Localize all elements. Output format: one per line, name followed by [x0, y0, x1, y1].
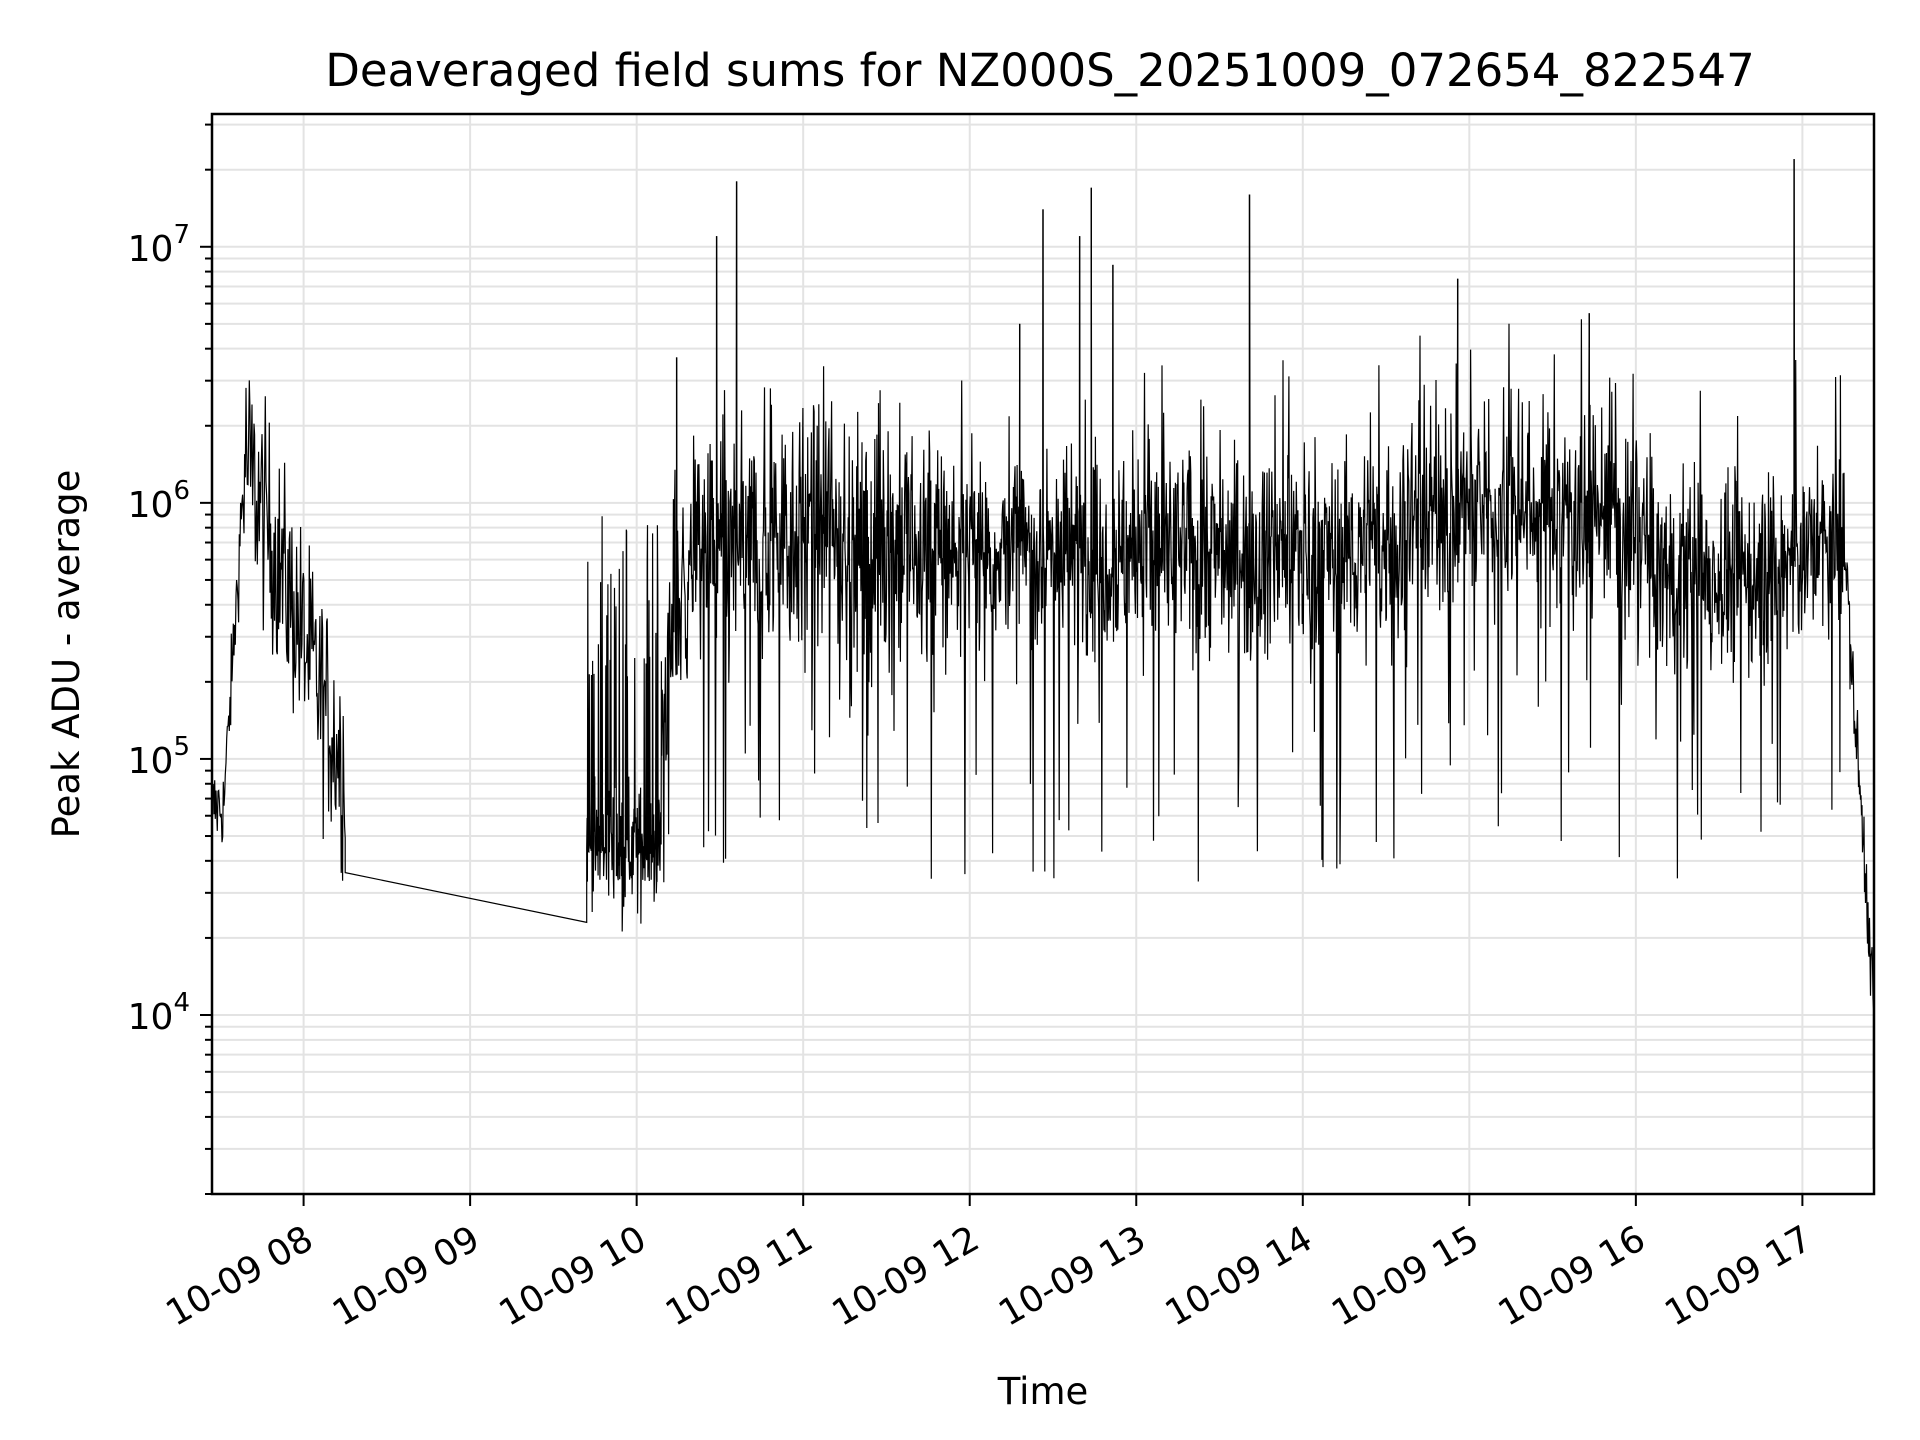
y-axis: 104 105 106 107 [128, 123, 212, 1195]
y-axis-label: Peak ADU - average [45, 470, 88, 839]
y-tick-label: 107 [128, 220, 190, 270]
x-axis-label: Time [997, 1370, 1089, 1413]
series-layer [211, 159, 1875, 1149]
y-tick-label: 104 [128, 988, 190, 1038]
y-tick-label: 105 [128, 732, 190, 782]
plot-frame [210, 112, 1876, 1196]
series-line [211, 159, 1875, 1149]
chart-title: Deaveraged field sums for NZ000S_2025100… [325, 44, 1755, 97]
y-tick-label: 106 [128, 476, 190, 526]
